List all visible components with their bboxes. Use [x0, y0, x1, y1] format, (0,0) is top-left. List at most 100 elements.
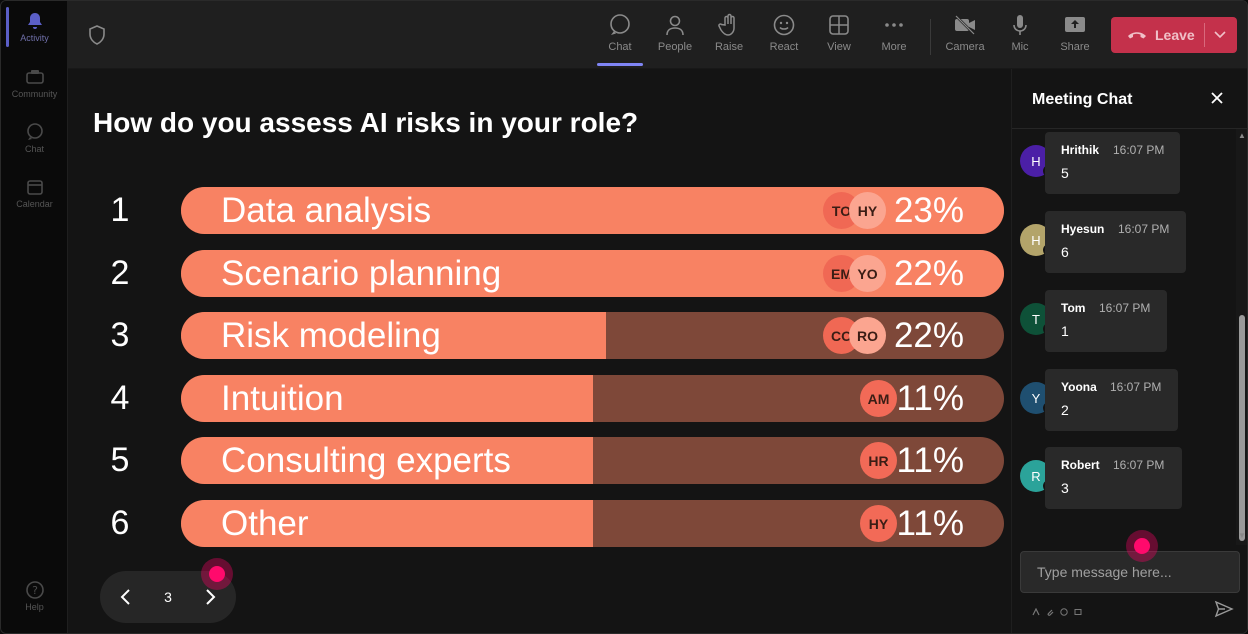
rail-item-label: Calendar: [16, 199, 53, 209]
view-button[interactable]: View: [814, 13, 864, 53]
scroll-up-icon[interactable]: ▲: [1238, 131, 1246, 140]
people-button-label: People: [657, 41, 693, 53]
rail-item-activity[interactable]: Activity: [1, 11, 68, 43]
voter-avatar: HY: [860, 505, 897, 542]
leave-label: Leave: [1155, 27, 1195, 43]
rail-item-calendar[interactable]: Calendar: [1, 177, 68, 209]
option-percent: 23%: [893, 191, 964, 230]
message-time: 16:07 PM: [1110, 380, 1162, 394]
community-icon: [25, 67, 45, 87]
format-text-icon[interactable]: [1032, 603, 1040, 616]
message-time: 16:07 PM: [1113, 458, 1165, 472]
option-bar: Intuition AM 11%: [181, 375, 1004, 422]
more-button[interactable]: More: [869, 13, 919, 53]
share-button[interactable]: Share: [1050, 13, 1100, 53]
meeting-chat-panel: Meeting Chat H Hrithik 16:07 PM 5 H Hyes…: [1011, 69, 1247, 633]
poll-option: 1 Data analysis TO HY 23%: [68, 187, 1011, 234]
poll-option: 3 Risk modeling CO RO 22%: [68, 312, 1011, 359]
send-icon[interactable]: [1214, 599, 1234, 624]
message-bubble: Robert 16:07 PM 3: [1045, 447, 1182, 509]
option-bar: Risk modeling CO RO 22%: [181, 312, 1004, 359]
rail-item-label: Chat: [24, 144, 44, 154]
poll-option: 5 Consulting experts HR 11%: [68, 437, 1011, 484]
gif-icon[interactable]: [1074, 603, 1082, 615]
rail-item-community[interactable]: Community: [1, 67, 68, 99]
message-time: 16:07 PM: [1113, 143, 1165, 157]
camera-button-label: Camera: [945, 41, 985, 53]
message-bubble: Hyesun 16:07 PM 6: [1045, 211, 1186, 273]
chat-icon: [608, 13, 632, 37]
calendar-icon: [25, 177, 45, 197]
chat-scroll-thumb[interactable]: [1239, 315, 1245, 541]
message-text: 1: [1061, 323, 1069, 339]
option-bar-fill: [181, 312, 607, 359]
shield-icon[interactable]: [88, 25, 106, 50]
voter-avatar: HY: [849, 192, 886, 229]
chevron-right-icon[interactable]: [200, 587, 220, 612]
option-bar: Consulting experts HR 11%: [181, 437, 1004, 484]
poll-question: How do you assess AI risks in your role?: [93, 107, 639, 138]
mic-button[interactable]: Mic: [995, 13, 1045, 53]
grid-icon: [827, 13, 851, 37]
option-number: 1: [110, 191, 130, 229]
format-toolbar: [1032, 603, 1082, 616]
option-number: 5: [110, 441, 130, 479]
message-text: 6: [1061, 244, 1069, 260]
message-text: 5: [1061, 165, 1069, 181]
mic-button-label: Mic: [1011, 41, 1029, 53]
view-button-label: View: [827, 41, 851, 53]
option-percent: 11%: [896, 441, 964, 480]
option-bar: Other HY 11%: [181, 500, 1004, 547]
poll-option: 2 Scenario planning EM YO 22%: [68, 250, 1011, 297]
chat-icon: [25, 122, 45, 142]
mic-icon: [1008, 13, 1032, 37]
option-number: 2: [110, 254, 130, 292]
people-button[interactable]: People: [650, 13, 700, 53]
voter-avatar: RO: [849, 317, 886, 354]
react-button[interactable]: React: [759, 13, 809, 53]
option-number: 3: [110, 316, 130, 354]
scroll-down-icon[interactable]: ▼: [1238, 531, 1246, 540]
option-label: Risk modeling: [221, 316, 441, 355]
chevron-down-icon[interactable]: [1213, 27, 1227, 44]
rail-item-chat[interactable]: Chat: [1, 122, 68, 154]
chat-button[interactable]: Chat: [595, 13, 645, 53]
option-label: Data analysis: [221, 191, 432, 230]
chat-message-input[interactable]: [1020, 551, 1240, 593]
option-bar-fill: [181, 437, 593, 484]
chevron-left-icon[interactable]: [116, 587, 136, 612]
sender-name: Hrithik: [1061, 143, 1100, 157]
phone-hangup-icon: [1127, 25, 1147, 45]
chat-divider: [1012, 128, 1247, 129]
chat-title: Meeting Chat: [1032, 91, 1133, 108]
option-percent: 11%: [896, 504, 964, 543]
camera-button[interactable]: Camera: [940, 13, 990, 53]
option-number: 6: [110, 504, 130, 542]
help-icon: ?: [25, 580, 45, 600]
close-icon[interactable]: [1210, 91, 1224, 110]
people-icon: [663, 13, 687, 37]
pointer-indicator: [1126, 530, 1158, 562]
rail-active-indicator: [6, 7, 9, 47]
message-text: 3: [1061, 480, 1069, 496]
option-label: Intuition: [221, 379, 344, 418]
option-number: 4: [110, 379, 130, 417]
voter-avatar: AM: [860, 380, 897, 417]
poll-stage: How do you assess AI risks in your role?…: [68, 69, 1011, 633]
voter-avatar: YO: [849, 255, 886, 292]
attach-icon[interactable]: [1046, 603, 1054, 616]
option-bar: Scenario planning EM YO 22%: [181, 250, 1004, 297]
react-button-label: React: [769, 41, 799, 53]
option-bar-fill: [181, 500, 593, 547]
raise-hand-button[interactable]: Raise: [704, 13, 754, 53]
rail-item-help[interactable]: ? Help: [1, 580, 68, 612]
option-label: Other: [221, 504, 309, 543]
message-bubble: Yoona 16:07 PM 2: [1045, 369, 1178, 431]
rail-item-label: Activity: [20, 33, 49, 43]
page-number: 3: [164, 589, 172, 605]
emoji-icon[interactable]: [1060, 603, 1068, 616]
option-label: Scenario planning: [221, 254, 502, 293]
leave-button[interactable]: Leave: [1111, 17, 1237, 53]
option-percent: 22%: [893, 316, 964, 355]
